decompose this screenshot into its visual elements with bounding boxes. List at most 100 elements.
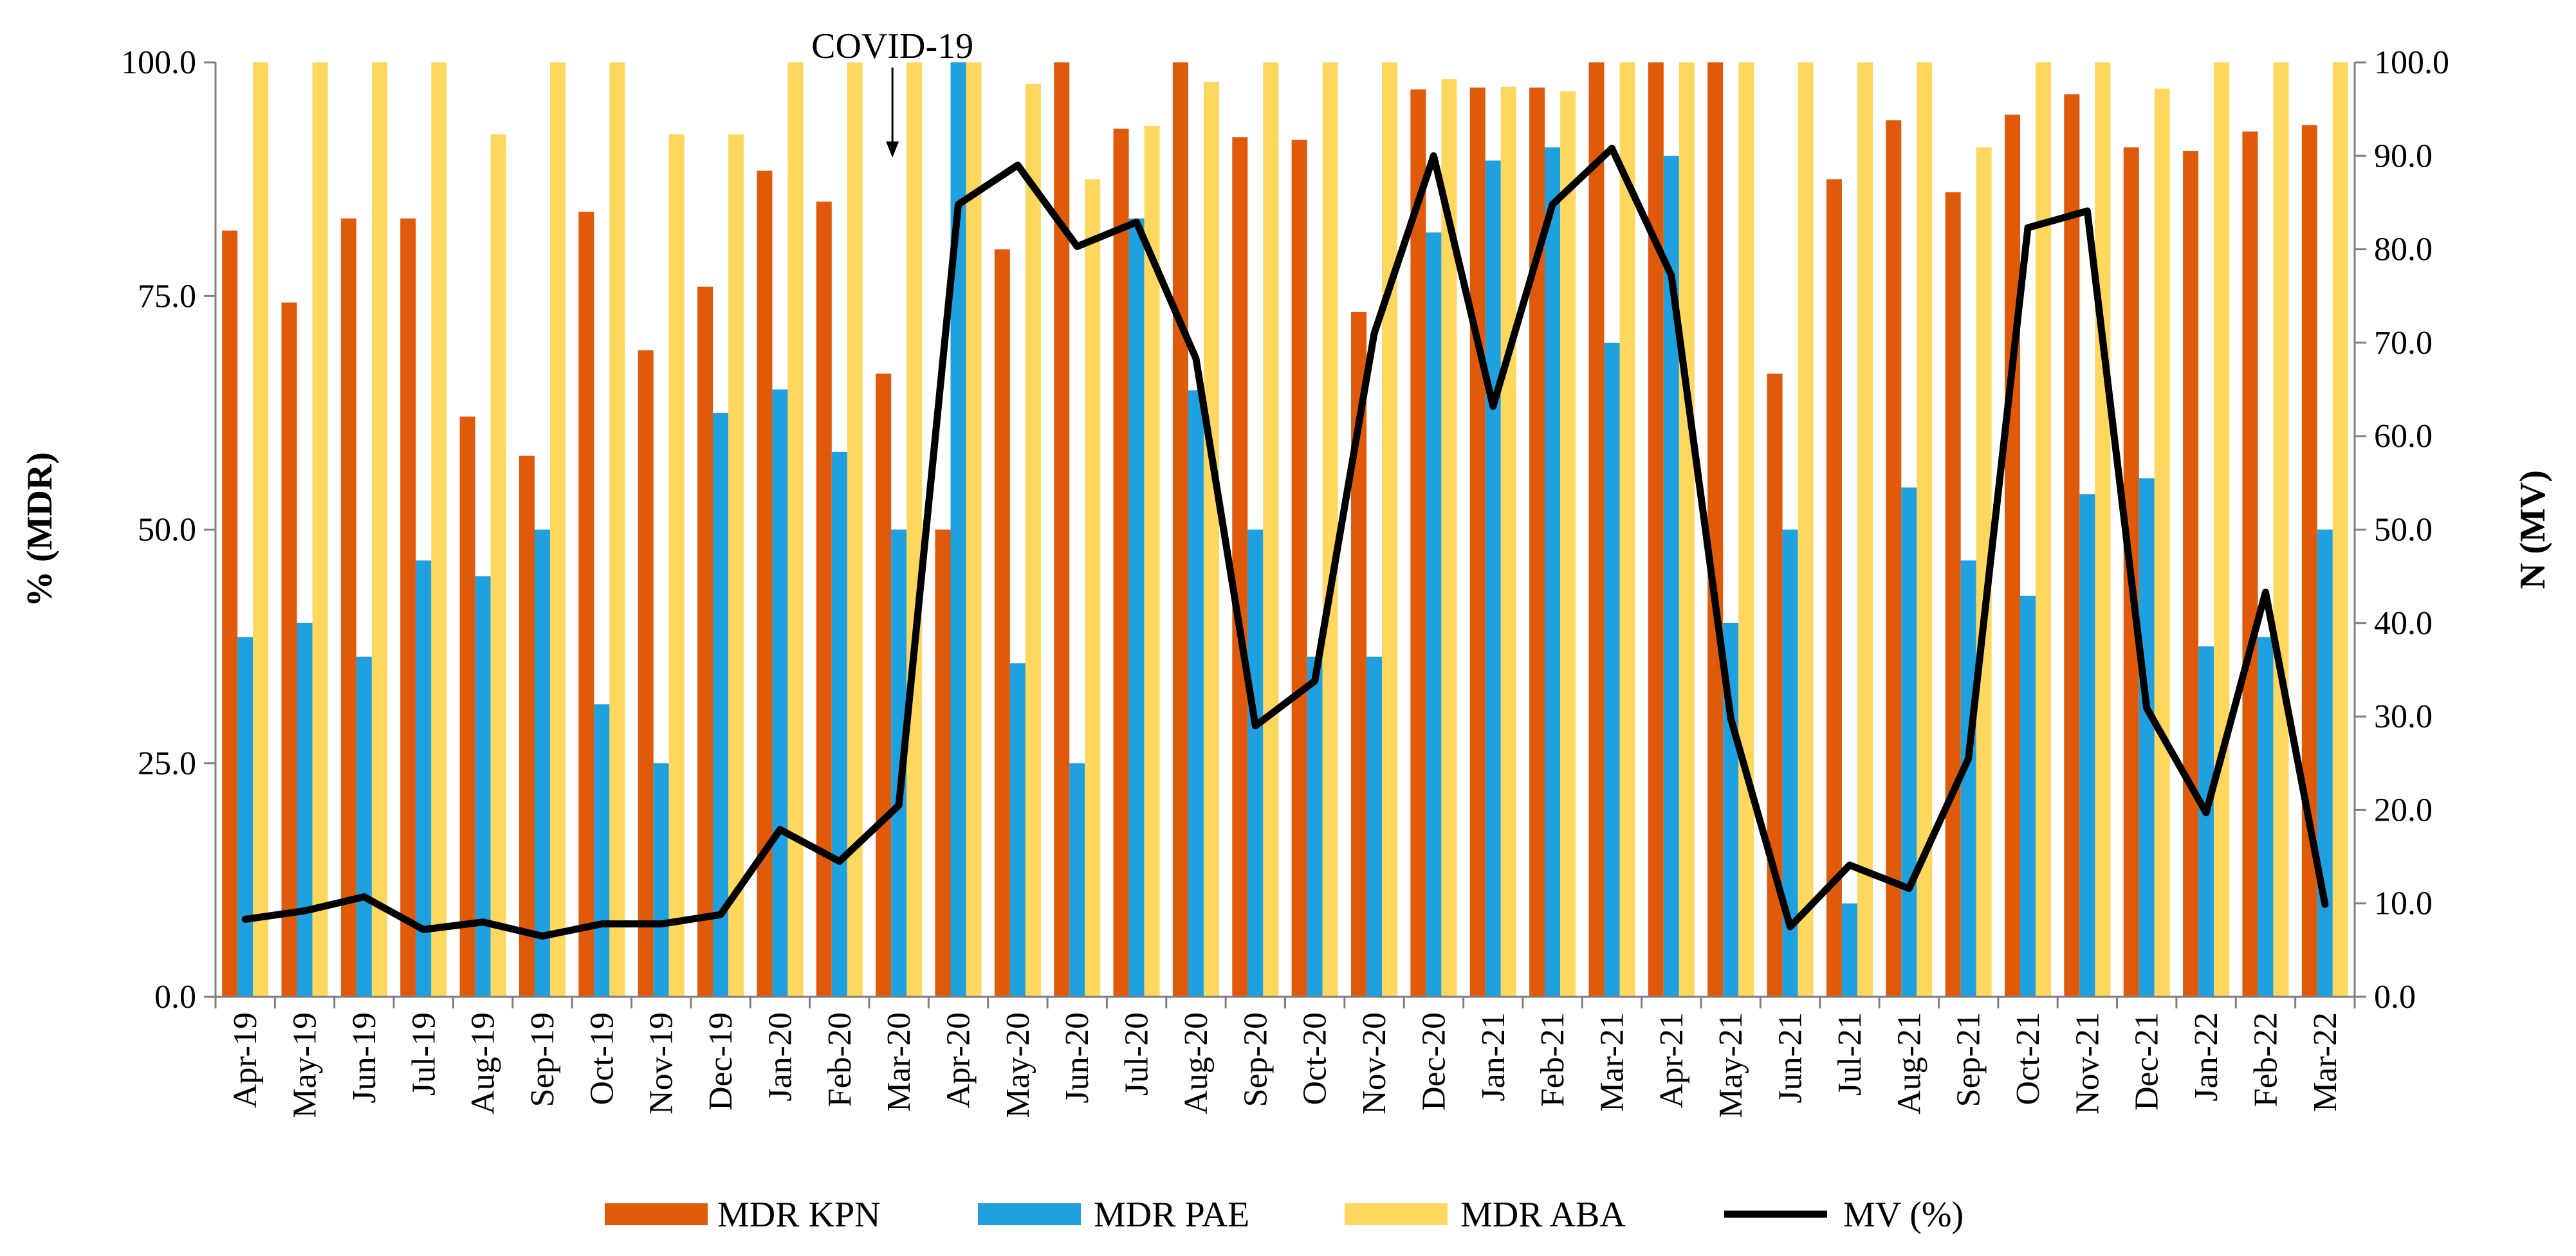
- bar-mdr-kpn-5: [519, 455, 535, 997]
- bar-mdr-pae-23: [1604, 342, 1620, 997]
- x-category-label-27: Jul-21: [1832, 1012, 1868, 1096]
- bar-mdr-kpn-34: [2242, 131, 2258, 997]
- bar-mdr-pae-17: [1247, 529, 1264, 997]
- bar-mdr-aba-8: [728, 134, 744, 997]
- bar-mdr-aba-35: [2332, 62, 2348, 997]
- bar-mdr-kpn-2: [340, 218, 356, 997]
- bars-layer: [222, 62, 2348, 997]
- x-category-label-3: Jul-19: [405, 1012, 442, 1096]
- legend-label-mdr-aba: MDR ABA: [1460, 1195, 1626, 1235]
- x-category-label-5: Sep-19: [524, 1012, 561, 1107]
- bar-mdr-aba-21: [1500, 86, 1516, 997]
- axes-layer: 0.0 25.0 50.0 75.0 100.0 0.0 10.0 20.0 30.0 40.0 5…: [20, 44, 2553, 1118]
- bar-mdr-kpn-28: [1886, 120, 1902, 997]
- x-category-label-11: Mar-20: [881, 1012, 917, 1112]
- bar-mdr-kpn-6: [578, 212, 594, 997]
- left-tick-label-2: 50.0: [138, 512, 196, 549]
- covid-annotation-label: COVID-19: [811, 26, 973, 66]
- bar-mdr-pae-6: [594, 704, 610, 997]
- right-tick-label-9: 90.0: [2374, 138, 2433, 174]
- bar-mdr-kpn-17: [1232, 137, 1248, 997]
- mv-line-layer: [241, 145, 2329, 940]
- x-category-label-34: Feb-22: [2247, 1012, 2284, 1107]
- x-category-label-28: Aug-21: [1891, 1012, 1927, 1115]
- bar-mdr-pae-27: [1841, 903, 1857, 997]
- bar-mdr-pae-5: [534, 529, 550, 997]
- bar-mdr-kpn-3: [400, 218, 416, 997]
- annotation-layer: COVID-19: [811, 26, 973, 158]
- legend: MDR KPN MDR PAE MDR ABA MV (%): [605, 1195, 1964, 1235]
- bar-mdr-aba-31: [2095, 62, 2111, 997]
- bar-mdr-pae-4: [475, 576, 491, 997]
- x-category-label-12: Apr-20: [941, 1012, 977, 1108]
- x-category-label-26: Jun-21: [1772, 1012, 1809, 1104]
- bar-mdr-kpn-15: [1113, 129, 1129, 997]
- x-category-label-14: Jun-20: [1059, 1012, 1096, 1104]
- bar-mdr-pae-1: [297, 623, 313, 997]
- bar-mdr-aba-2: [371, 62, 387, 997]
- legend-swatch-mdr-kpn: [605, 1203, 708, 1225]
- legend-label-mv: MV (%): [1843, 1195, 1964, 1235]
- bar-mdr-aba-16: [1203, 82, 1219, 997]
- bar-mdr-aba-34: [2273, 62, 2289, 997]
- x-category-label-13: May-20: [1000, 1012, 1036, 1118]
- bar-mdr-aba-22: [1560, 91, 1576, 997]
- right-tick-label-7: 70.0: [2374, 325, 2433, 361]
- x-category-label-31: Nov-21: [2069, 1012, 2106, 1115]
- bar-mdr-pae-14: [1069, 763, 1085, 997]
- x-category-label-33: Jan-22: [2188, 1012, 2225, 1102]
- bar-mdr-pae-29: [1960, 560, 1976, 997]
- right-tick-label-3: 30.0: [2374, 698, 2433, 735]
- bar-mdr-pae-34: [2258, 637, 2274, 997]
- x-category-label-30: Oct-21: [2010, 1012, 2047, 1105]
- right-tick-label-1: 10.0: [2374, 886, 2433, 922]
- bar-mdr-pae-28: [1901, 487, 1917, 997]
- x-category-label-25: May-21: [1713, 1012, 1749, 1118]
- x-category-label-22: Feb-21: [1534, 1012, 1571, 1107]
- bar-mdr-pae-31: [2079, 494, 2095, 997]
- x-category-label-8: Dec-19: [703, 1012, 739, 1111]
- bar-mdr-pae-0: [237, 637, 253, 997]
- left-axis-title: % (MDR): [20, 452, 60, 607]
- bar-mdr-kpn-29: [1945, 192, 1961, 997]
- bar-mdr-kpn-13: [994, 249, 1010, 997]
- bar-mdr-pae-20: [1426, 232, 1442, 997]
- legend-label-mdr-kpn: MDR KPN: [717, 1195, 881, 1235]
- left-tick-label-4: 100.0: [121, 44, 196, 81]
- bar-mdr-aba-27: [1857, 62, 1873, 997]
- bar-mdr-pae-32: [2139, 478, 2155, 997]
- bar-mdr-aba-32: [2154, 88, 2170, 997]
- x-category-label-1: May-19: [287, 1012, 324, 1118]
- bar-mdr-aba-3: [431, 62, 447, 997]
- bar-mdr-kpn-31: [2064, 94, 2080, 997]
- bar-mdr-pae-7: [653, 763, 669, 997]
- bar-mdr-kpn-8: [697, 286, 713, 997]
- bar-mdr-aba-7: [668, 134, 685, 997]
- bar-mdr-kpn-33: [2183, 151, 2199, 997]
- legend-swatch-mdr-pae: [978, 1203, 1081, 1225]
- bar-mdr-kpn-1: [281, 302, 297, 997]
- right-tick-label-8: 80.0: [2374, 232, 2433, 268]
- x-category-label-0: Apr-19: [227, 1012, 264, 1108]
- x-category-label-29: Sep-21: [1951, 1012, 1987, 1107]
- x-category-label-9: Jan-20: [762, 1012, 798, 1102]
- bar-mdr-aba-9: [787, 62, 804, 997]
- bar-mdr-aba-4: [490, 134, 506, 997]
- x-category-label-23: Mar-21: [1594, 1012, 1630, 1112]
- right-tick-label-6: 60.0: [2374, 418, 2433, 455]
- bar-mdr-pae-9: [772, 389, 788, 997]
- right-tick-label-5: 50.0: [2374, 512, 2433, 549]
- right-tick-label-0: 0.0: [2374, 979, 2416, 1015]
- bar-mdr-pae-8: [713, 412, 729, 997]
- bar-mdr-kpn-16: [1172, 62, 1188, 997]
- x-category-label-7: Nov-19: [643, 1012, 680, 1115]
- right-axis-title: N (MV): [2513, 470, 2553, 589]
- mv-line: [241, 145, 2329, 940]
- bar-mdr-kpn-4: [459, 416, 475, 997]
- x-category-label-10: Feb-20: [822, 1012, 858, 1107]
- bar-mdr-kpn-12: [935, 529, 951, 997]
- x-category-label-17: Sep-20: [1237, 1012, 1274, 1107]
- bar-mdr-kpn-21: [1469, 87, 1486, 997]
- bar-mdr-kpn-18: [1291, 140, 1307, 997]
